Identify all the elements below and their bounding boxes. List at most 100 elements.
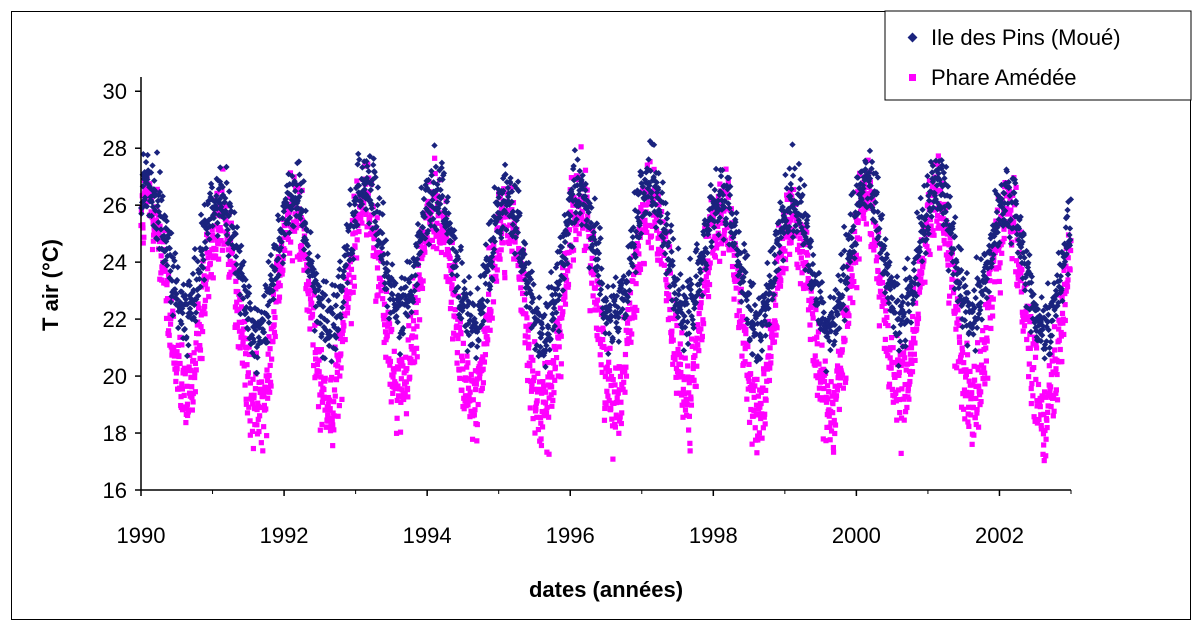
data-point-phare-amedee	[509, 248, 515, 254]
data-point-phare-amedee	[926, 178, 933, 184]
data-point-phare-amedee	[752, 425, 758, 431]
data-point-phare-amedee	[983, 358, 989, 364]
data-point-ile-des-pins	[883, 283, 890, 291]
data-point-phare-amedee	[1028, 385, 1034, 392]
data-point-ile-des-pins	[904, 255, 911, 262]
data-point-phare-amedee	[254, 422, 260, 428]
data-point-phare-amedee	[717, 181, 723, 187]
data-point-ile-des-pins	[324, 318, 331, 325]
data-point-ile-des-pins	[846, 258, 854, 266]
data-point-phare-amedee	[970, 405, 977, 411]
data-point-ile-des-pins	[206, 216, 213, 224]
data-point-phare-amedee	[293, 225, 299, 231]
data-point-phare-amedee	[608, 373, 615, 380]
data-point-ile-des-pins	[508, 198, 515, 206]
data-point-ile-des-pins	[142, 158, 150, 166]
data-point-ile-des-pins	[885, 299, 893, 307]
data-point-ile-des-pins	[232, 230, 239, 238]
data-point-ile-des-pins	[507, 230, 515, 237]
data-point-phare-amedee	[1044, 424, 1050, 431]
data-point-ile-des-pins	[894, 297, 902, 304]
data-point-phare-amedee	[964, 389, 970, 395]
data-point-phare-amedee	[723, 206, 730, 212]
data-point-phare-amedee	[246, 404, 252, 410]
data-point-phare-amedee	[556, 344, 562, 350]
data-point-ile-des-pins	[726, 204, 733, 212]
data-point-phare-amedee	[1043, 453, 1049, 459]
data-point-ile-des-pins	[571, 182, 579, 190]
data-point-phare-amedee	[241, 335, 247, 341]
data-point-phare-amedee	[780, 270, 786, 276]
data-point-phare-amedee	[821, 379, 828, 385]
data-point-phare-amedee	[699, 333, 705, 340]
data-point-ile-des-pins	[568, 243, 576, 250]
data-point-ile-des-pins	[980, 272, 988, 279]
data-point-ile-des-pins	[901, 265, 909, 272]
data-point-phare-amedee	[721, 232, 727, 238]
data-point-phare-amedee	[934, 213, 941, 219]
data-point-phare-amedee	[1028, 400, 1034, 407]
data-point-phare-amedee	[853, 252, 859, 258]
data-point-ile-des-pins	[335, 273, 342, 280]
data-point-ile-des-pins	[185, 278, 193, 285]
data-point-ile-des-pins	[863, 204, 871, 211]
data-point-ile-des-pins	[302, 207, 309, 215]
data-point-phare-amedee	[720, 250, 726, 256]
data-point-ile-des-pins	[339, 304, 346, 311]
data-point-phare-amedee	[171, 353, 178, 359]
data-point-phare-amedee	[738, 286, 744, 292]
data-point-ile-des-pins	[845, 231, 852, 239]
data-point-phare-amedee	[351, 274, 357, 280]
data-point-ile-des-pins	[545, 324, 552, 331]
data-point-phare-amedee	[551, 390, 557, 396]
data-point-phare-amedee	[828, 420, 834, 426]
data-point-phare-amedee	[239, 360, 245, 366]
data-point-phare-amedee	[486, 245, 492, 251]
data-point-phare-amedee	[456, 324, 463, 331]
data-point-phare-amedee	[582, 184, 588, 190]
data-point-phare-amedee	[666, 292, 672, 298]
data-point-ile-des-pins	[644, 185, 652, 192]
data-point-ile-des-pins	[408, 308, 415, 316]
data-point-phare-amedee	[983, 325, 989, 331]
data-point-phare-amedee	[819, 397, 825, 403]
data-point-ile-des-pins	[637, 172, 644, 179]
data-point-ile-des-pins	[244, 326, 252, 333]
data-point-ile-des-pins	[173, 276, 181, 284]
data-point-phare-amedee	[390, 390, 396, 396]
data-point-phare-amedee	[974, 410, 980, 416]
data-point-ile-des-pins	[904, 300, 912, 308]
data-point-phare-amedee	[343, 295, 349, 301]
data-point-phare-amedee	[886, 381, 893, 387]
data-point-phare-amedee	[861, 215, 867, 221]
data-point-ile-des-pins	[197, 211, 205, 218]
data-point-ile-des-pins	[944, 183, 952, 190]
data-point-phare-amedee	[879, 279, 886, 286]
data-point-phare-amedee	[356, 211, 363, 217]
data-point-phare-amedee	[822, 358, 828, 364]
data-point-ile-des-pins	[215, 185, 223, 193]
data-point-phare-amedee	[565, 284, 571, 290]
data-point-phare-amedee	[522, 333, 528, 339]
data-point-phare-amedee	[383, 337, 389, 343]
data-point-ile-des-pins	[777, 199, 784, 206]
data-point-phare-amedee	[1051, 408, 1057, 414]
data-point-ile-des-pins	[981, 278, 989, 286]
data-point-phare-amedee	[898, 415, 905, 421]
data-point-ile-des-pins	[675, 286, 683, 294]
data-point-ile-des-pins	[501, 161, 509, 168]
data-point-phare-amedee	[868, 232, 875, 238]
data-point-phare-amedee	[481, 359, 488, 365]
data-point-phare-amedee	[455, 335, 461, 342]
data-point-phare-amedee	[459, 387, 465, 393]
data-point-ile-des-pins	[154, 202, 161, 210]
data-point-phare-amedee	[875, 268, 881, 275]
data-point-ile-des-pins	[616, 287, 623, 295]
data-point-ile-des-pins	[603, 297, 610, 305]
data-point-phare-amedee	[310, 342, 316, 348]
data-point-ile-des-pins	[910, 266, 918, 274]
data-point-phare-amedee	[987, 278, 993, 284]
data-point-ile-des-pins	[843, 263, 851, 270]
data-point-phare-amedee	[890, 399, 896, 405]
data-point-ile-des-pins	[329, 310, 337, 317]
